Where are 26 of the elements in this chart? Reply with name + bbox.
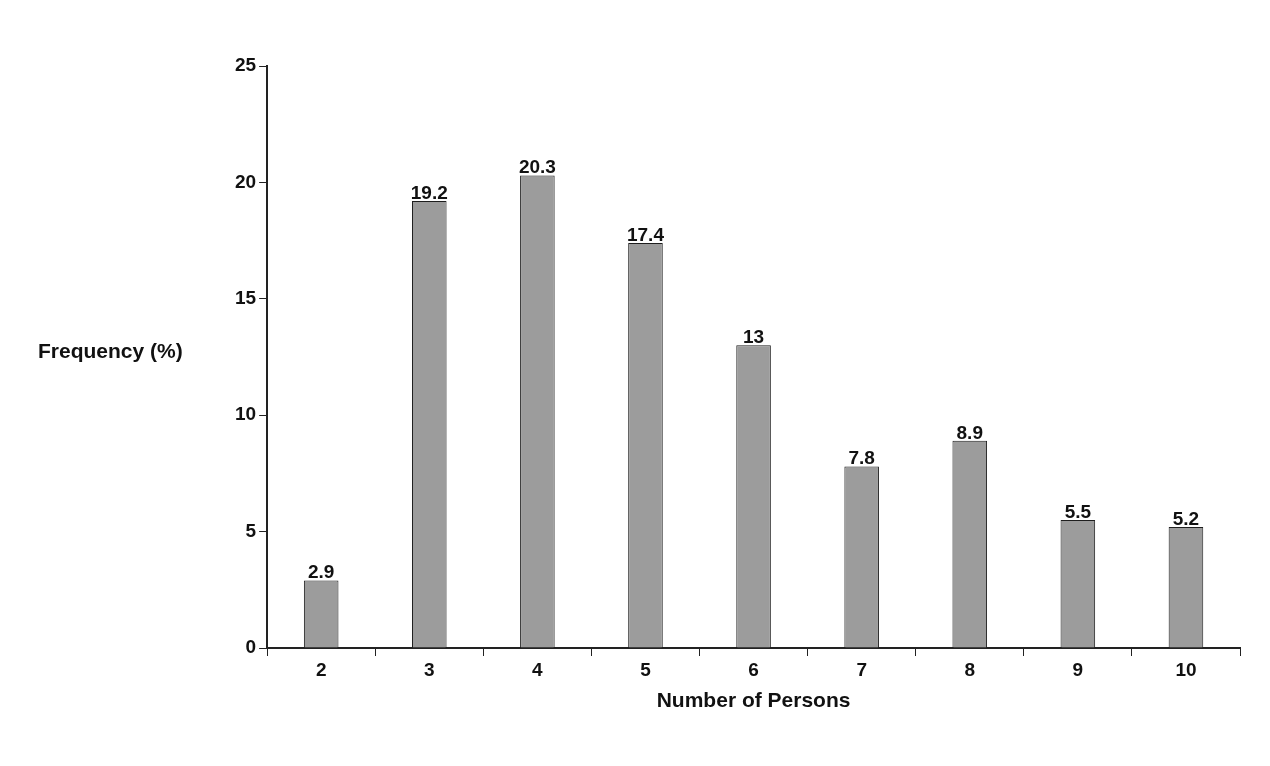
data-label: 19.2: [410, 181, 448, 203]
data-label: 2.9: [307, 561, 335, 583]
data-label: 13: [743, 326, 765, 348]
x-tick-label: 5: [640, 658, 652, 680]
y-tick-label: 20: [234, 170, 257, 192]
y-tick-label: 5: [245, 519, 257, 541]
y-tick-label: 10: [234, 403, 257, 425]
y-axis-title: Frequency (%): [38, 338, 183, 362]
data-label: 20.3: [518, 156, 556, 178]
x-tick-label: 4: [532, 658, 544, 680]
x-axis-title: Number of Persons: [656, 688, 851, 712]
data-label: 7.8: [848, 447, 875, 469]
data-label: 5.2: [1172, 507, 1200, 529]
x-tick-label: 2: [315, 658, 327, 680]
x-tick-label: 3: [423, 658, 435, 680]
data-label: 17.4: [626, 223, 665, 245]
y-tick-label: 25: [234, 54, 257, 76]
x-tick-label: 9: [1072, 658, 1084, 680]
data-label: 5.5: [1064, 500, 1092, 522]
y-tick-label: 0: [245, 636, 257, 658]
x-tick-label: 7: [856, 658, 867, 680]
x-tick-label: 6: [748, 658, 759, 680]
y-tick-label: 15: [234, 287, 257, 309]
x-tick-label: 10: [1175, 658, 1197, 680]
x-tick-label: 8: [964, 658, 976, 680]
data-label: 8.9: [956, 421, 983, 443]
